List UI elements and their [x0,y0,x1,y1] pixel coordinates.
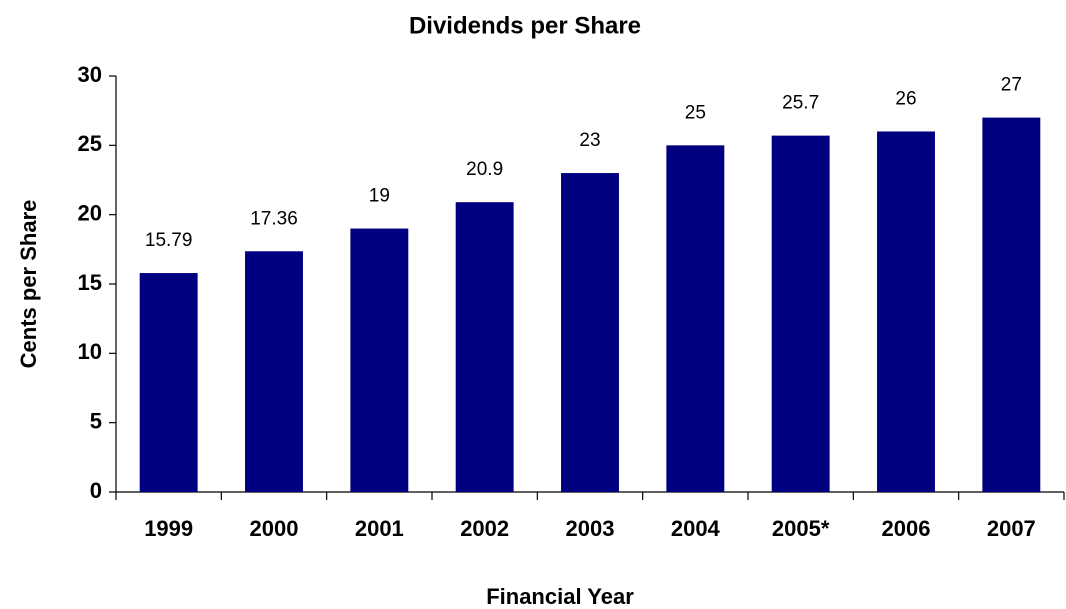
data-label: 23 [579,130,600,151]
data-label: 15.79 [145,230,193,251]
bar [877,131,935,492]
y-tick-label: 5 [90,408,102,433]
bar [666,145,725,493]
y-tick-label: 30 [78,62,102,87]
x-tick-label: 2003 [566,516,615,541]
y-tick-label: 25 [78,131,102,156]
y-tick-label: 15 [78,270,102,295]
y-tick-label: 20 [78,200,102,225]
x-tick-label: 2000 [250,516,299,541]
data-label: 25.7 [782,93,819,114]
x-tick-label: 2001 [355,516,404,541]
data-label: 27 [1001,75,1022,96]
bar [561,173,619,493]
x-tick-label: 2005* [772,516,830,541]
bar [455,202,514,493]
x-axis-label: Financial Year [486,584,634,609]
y-axis-label: Cents per Share [16,200,41,369]
data-label: 26 [895,88,916,109]
x-tick-label: 2004 [671,516,721,541]
x-tick-label: 2006 [882,516,931,541]
y-tick-label: 10 [78,339,102,364]
chart-title: Dividends per Share [409,12,641,39]
bar [245,251,303,492]
bar [350,228,409,493]
data-label: 17.36 [250,208,298,229]
x-tick-label: 2002 [460,516,509,541]
x-tick-label: 2007 [987,516,1036,541]
data-label: 25 [685,102,706,123]
y-tick-label: 0 [90,478,102,503]
x-tick-label: 1999 [144,516,193,541]
data-label: 20.9 [466,159,503,180]
bar [771,135,830,493]
bar [982,117,1041,492]
bar [139,273,198,492]
data-label: 19 [369,186,390,207]
